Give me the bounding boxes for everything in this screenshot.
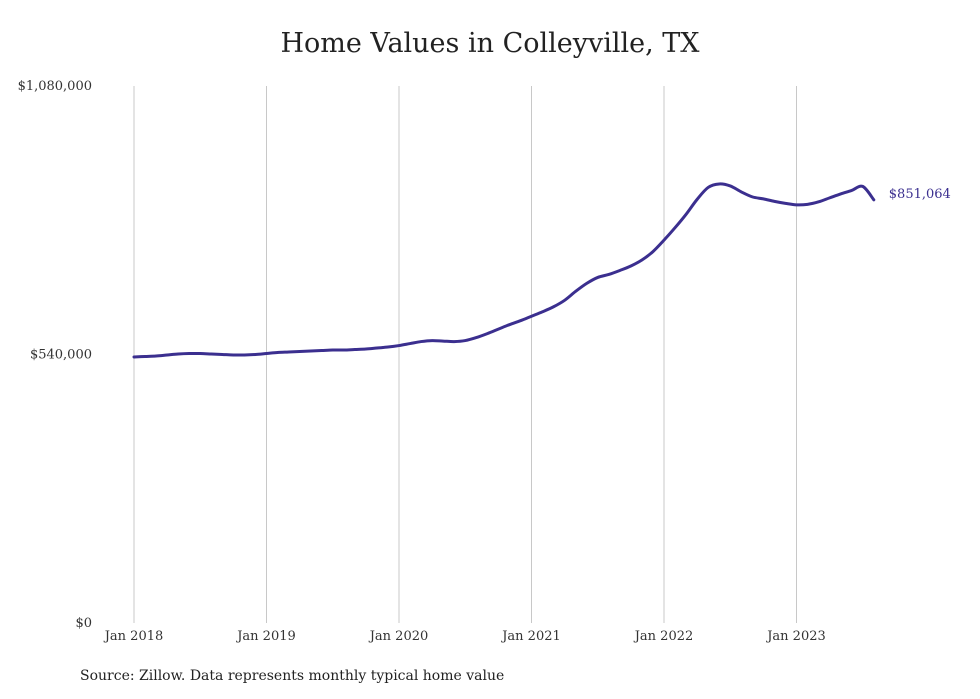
chart-title: Home Values in Colleyville, TX: [280, 28, 700, 59]
x-tick-label: Jan 2023: [765, 629, 826, 644]
series-line: [132, 182, 876, 359]
x-tick-label: Jan 2022: [633, 629, 694, 644]
end-value-label: $851,064: [889, 187, 951, 202]
y-tick-label: $1,080,000: [18, 79, 92, 94]
y-tick-label: $540,000: [30, 348, 92, 363]
x-tick-label: Jan 2018: [103, 629, 164, 644]
y-tick-label: $0: [75, 616, 92, 631]
x-tick-label: Jan 2020: [368, 629, 429, 644]
source-note: Source: Zillow. Data represents monthly …: [80, 668, 505, 684]
x-tick-label: Jan 2021: [500, 629, 561, 644]
x-axis-ticks: Jan 2018 Jan 2019 Jan 2020 Jan 2021 Jan 2022…: [103, 629, 826, 644]
x-tick-label: Jan 2019: [235, 629, 296, 644]
y-axis-ticks: $0 $540,000 $1,080,000: [18, 79, 92, 631]
